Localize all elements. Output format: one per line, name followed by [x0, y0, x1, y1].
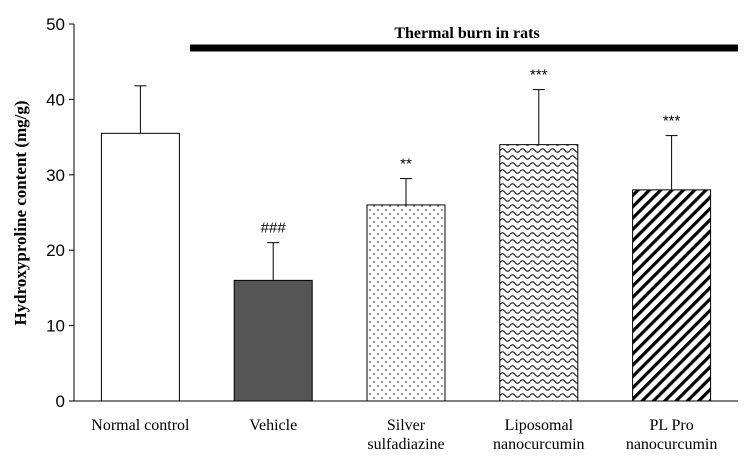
- y-ticks: 0 10 20 30 40 50: [46, 15, 74, 411]
- significance-labels: ###********: [261, 67, 681, 237]
- x-tick-label: Vehicle: [249, 417, 297, 434]
- category-labels: Normal control Vehicle Silver sulfadiazine L…: [91, 417, 717, 453]
- x-tick-label: nanocurcumin: [493, 436, 585, 453]
- bars: [100, 132, 712, 402]
- y-tick-label: 10: [46, 317, 65, 336]
- significance-label: ###: [261, 220, 287, 237]
- y-tick-label: 40: [46, 90, 65, 109]
- x-tick-label: PL Pro: [649, 417, 693, 434]
- y-tick-label: 20: [46, 241, 65, 260]
- significance-label: **: [400, 156, 412, 173]
- x-tick-label: sulfadiazine: [367, 436, 444, 453]
- y-tick-label: 30: [46, 166, 65, 185]
- y-tick-label: 0: [56, 392, 65, 411]
- banner-label: Thermal burn in rats: [394, 25, 539, 42]
- bar: [366, 204, 446, 402]
- x-tick-label: Liposomal: [505, 417, 574, 434]
- x-tick-label: nanocurcumin: [626, 436, 718, 453]
- bar: [100, 132, 180, 402]
- error-bars: [134, 85, 678, 281]
- bar: [499, 144, 579, 402]
- significance-label: ***: [530, 67, 548, 84]
- x-tick-label: Silver: [387, 417, 426, 434]
- bar: [632, 189, 712, 402]
- y-axis-label: Hydroxyproline content (mg/g): [11, 100, 30, 325]
- significance-label: ***: [663, 113, 681, 130]
- bar: [233, 279, 313, 402]
- x-tick-label: Normal control: [91, 417, 190, 434]
- y-tick-label: 50: [46, 15, 65, 34]
